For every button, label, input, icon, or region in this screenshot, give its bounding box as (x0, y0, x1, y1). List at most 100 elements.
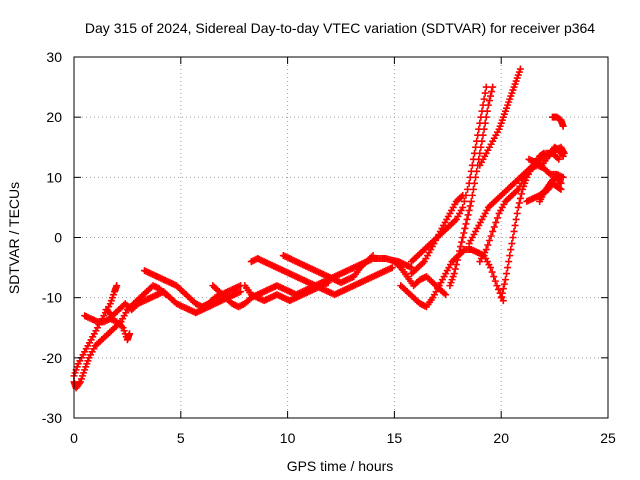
data-point (503, 270, 511, 278)
x-tick-label: 15 (387, 430, 403, 446)
data-point (484, 101, 492, 109)
data-point (489, 83, 497, 91)
data-point (492, 218, 500, 226)
data-point (488, 268, 496, 276)
data-point (509, 234, 517, 241)
data-point (556, 178, 564, 186)
series-arc-7 (247, 255, 396, 299)
data-point (540, 149, 548, 157)
x-tick-label: 5 (177, 430, 185, 446)
data-point (490, 223, 498, 231)
data-point (476, 149, 484, 157)
data-point (471, 179, 478, 187)
data-point (459, 203, 467, 211)
data-point (500, 280, 508, 288)
data-point (485, 97, 493, 105)
data-point (490, 273, 498, 281)
data-point (515, 199, 523, 207)
data-point (482, 113, 490, 121)
data-point (487, 92, 495, 100)
series-arc-14 (446, 83, 497, 290)
data-point (501, 276, 509, 284)
series-arc-9 (241, 279, 332, 305)
chart-title: Day 315 of 2024, Sidereal Day-to-day VTE… (85, 20, 595, 36)
x-axis-label: GPS time / hours (287, 458, 394, 474)
series-arc-21 (548, 113, 567, 130)
series-arc-17 (476, 65, 524, 169)
data-point (487, 264, 495, 272)
data-point (466, 202, 474, 210)
data-point (507, 246, 515, 254)
data-point (559, 173, 567, 181)
data-point (456, 247, 464, 255)
data-point (467, 197, 475, 205)
y-tick-label: -20 (42, 350, 62, 366)
data-point (472, 173, 480, 181)
data-point (483, 107, 491, 115)
data-point (75, 379, 83, 387)
data-point (510, 227, 518, 235)
data-point (324, 279, 332, 287)
y-tick-label: 10 (46, 169, 62, 185)
data-point (126, 330, 134, 338)
data-point (516, 194, 524, 202)
x-tick-label: 20 (493, 430, 509, 446)
data-point (488, 88, 496, 96)
data-point (480, 125, 488, 133)
data-point (465, 206, 473, 214)
data-point (489, 227, 497, 235)
grid (74, 57, 608, 418)
data-point (498, 289, 506, 297)
x-tick-label: 0 (70, 430, 78, 446)
data-point (458, 238, 466, 246)
data-point (497, 294, 505, 302)
data-point (482, 83, 490, 91)
data-point (514, 203, 522, 211)
data-point (473, 167, 481, 175)
series-arc-20 (536, 173, 565, 205)
data-point (388, 264, 396, 272)
data-point (511, 221, 519, 229)
data-point (493, 214, 501, 222)
data-point (462, 191, 470, 199)
series-arc-13 (407, 83, 490, 266)
data-point (499, 285, 507, 293)
data-point (113, 282, 121, 290)
y-tick-label: 30 (46, 49, 62, 65)
series-arc-3 (81, 312, 134, 344)
series-arc-4 (102, 288, 245, 320)
y-axis-label: SDTVAR / TECUs (6, 182, 22, 294)
axis-ticks (73, 56, 609, 419)
data-point (237, 288, 245, 296)
series-arc-18 (497, 149, 548, 302)
data-point (487, 232, 495, 240)
data-point (557, 185, 565, 193)
data-point (559, 148, 567, 156)
data-point (557, 179, 565, 187)
data-point (459, 234, 467, 241)
y-tick-label: 20 (46, 109, 62, 125)
x-tick-labels: 0 5 10 15 20 25 (70, 430, 616, 446)
data-point (484, 241, 492, 249)
data-point (478, 137, 486, 145)
data-point (463, 215, 471, 223)
data-point (479, 131, 487, 139)
data-point (506, 252, 514, 260)
data-point (516, 65, 524, 73)
data-point (477, 143, 485, 151)
data-point (481, 119, 489, 127)
data-point (452, 261, 460, 269)
data-point (560, 149, 568, 157)
data-point (504, 264, 512, 272)
data-point (493, 282, 501, 290)
data-point (468, 191, 476, 199)
data-point (469, 185, 477, 193)
data-points (70, 65, 568, 392)
series-arc-23 (525, 143, 568, 169)
data-point (460, 229, 468, 237)
data-point (480, 95, 488, 103)
data-point (450, 270, 458, 278)
y-tick-label: -30 (42, 410, 62, 426)
data-point (505, 258, 513, 266)
